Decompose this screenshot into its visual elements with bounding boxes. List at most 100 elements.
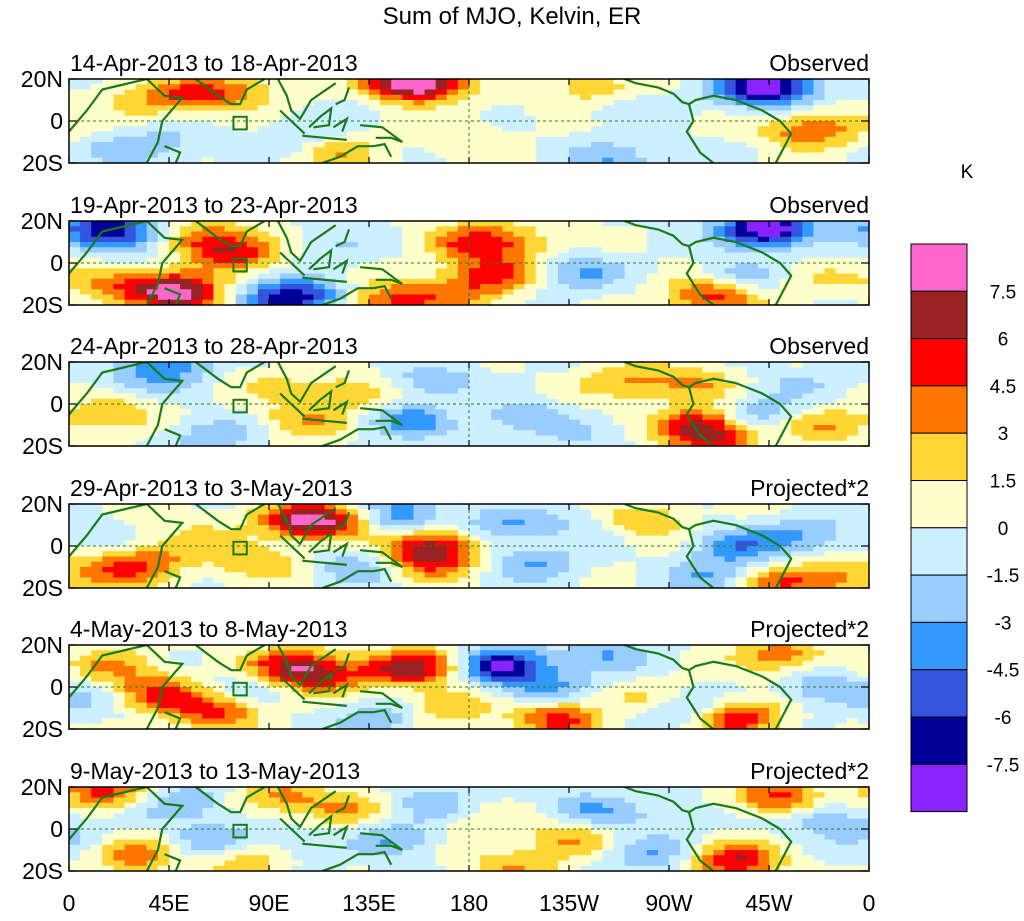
field-cell <box>346 425 359 431</box>
field-cell <box>802 273 814 280</box>
field-cell <box>191 504 203 510</box>
field-cell <box>446 582 459 588</box>
field-cell <box>335 556 348 563</box>
field-cell <box>224 257 237 264</box>
field-cell <box>746 79 759 85</box>
field-cell <box>291 567 303 573</box>
field-cell <box>202 372 214 379</box>
field-cell <box>169 294 181 301</box>
field-cell <box>246 257 259 264</box>
field-cell <box>357 546 370 552</box>
field-cell <box>713 226 725 232</box>
field-cell <box>857 556 869 563</box>
field-cell <box>857 582 869 588</box>
field-cell <box>846 409 859 415</box>
field-cell <box>691 152 703 159</box>
field-cell <box>535 556 548 563</box>
field-cell <box>146 157 159 163</box>
field-cell <box>435 278 448 285</box>
field-cell <box>802 236 814 243</box>
field-cell <box>124 268 137 274</box>
field-cell <box>791 89 803 96</box>
field-cell <box>402 131 414 138</box>
field-cell <box>802 115 814 122</box>
field-cell <box>213 105 225 111</box>
field-cell <box>657 247 670 253</box>
field-cell <box>846 372 859 379</box>
field-cell <box>513 409 525 415</box>
field-cell <box>135 252 148 259</box>
field-cell <box>646 236 659 243</box>
field-cell <box>457 147 470 153</box>
field-cell <box>91 142 103 148</box>
field-cell <box>357 236 370 243</box>
field-cell <box>246 236 259 243</box>
field-cell <box>280 252 292 259</box>
field-cell <box>380 152 392 159</box>
field-cell <box>135 519 148 526</box>
field-cell <box>535 94 548 101</box>
field-cell <box>646 546 659 552</box>
field-cell <box>469 582 481 588</box>
field-cell <box>91 414 103 421</box>
field-cell <box>713 362 725 368</box>
field-cell <box>302 577 314 584</box>
field-cell <box>457 289 470 295</box>
field-cell <box>746 530 759 536</box>
field-cell <box>346 294 359 301</box>
field-cell <box>613 142 625 148</box>
field-cell <box>857 419 869 426</box>
field-cell <box>269 556 281 563</box>
field-cell <box>780 582 792 588</box>
field-cell <box>280 136 292 143</box>
field-cell <box>735 226 748 232</box>
field-cell <box>235 110 248 117</box>
field-cell <box>746 100 759 106</box>
field-cell <box>757 115 770 122</box>
field-cell <box>446 242 459 248</box>
field-cell <box>257 131 270 138</box>
field-cell <box>746 435 759 442</box>
field-cell <box>180 582 192 588</box>
field-cell <box>780 100 792 106</box>
field-cell <box>135 556 148 563</box>
field-cell <box>302 551 314 557</box>
field-cell <box>302 115 314 122</box>
field-cell <box>146 519 159 526</box>
field-cell <box>791 236 803 243</box>
field-cell <box>413 398 425 405</box>
field-cell <box>635 231 648 238</box>
field-cell <box>302 299 314 305</box>
field-cell <box>746 572 759 578</box>
field-cell <box>835 525 848 531</box>
field-cell <box>713 398 725 405</box>
field-cell <box>69 136 81 143</box>
field-cell <box>524 157 537 163</box>
field-cell <box>669 136 681 143</box>
field-cell <box>269 278 281 285</box>
field-cell <box>80 546 92 552</box>
field-cell <box>69 226 81 232</box>
field-cell <box>246 514 259 521</box>
field-cell <box>413 430 425 436</box>
field-cell <box>435 247 448 253</box>
field-cell <box>802 540 814 547</box>
field-cell <box>435 273 448 280</box>
field-cell <box>580 398 592 405</box>
field-cell <box>469 294 481 301</box>
field-cell <box>135 247 148 253</box>
field-cell <box>635 435 648 442</box>
field-cell <box>124 289 137 295</box>
field-cell <box>80 393 92 400</box>
field-cell <box>369 231 381 238</box>
field-cell <box>546 126 559 132</box>
field-cell <box>402 252 414 259</box>
field-cell <box>680 577 692 584</box>
field-cell <box>802 377 814 384</box>
field-cell <box>624 419 637 426</box>
field-cell <box>157 157 170 163</box>
field-cell <box>469 435 481 442</box>
field-cell <box>524 504 537 510</box>
field-cell <box>157 535 170 542</box>
field-cell <box>446 535 459 542</box>
